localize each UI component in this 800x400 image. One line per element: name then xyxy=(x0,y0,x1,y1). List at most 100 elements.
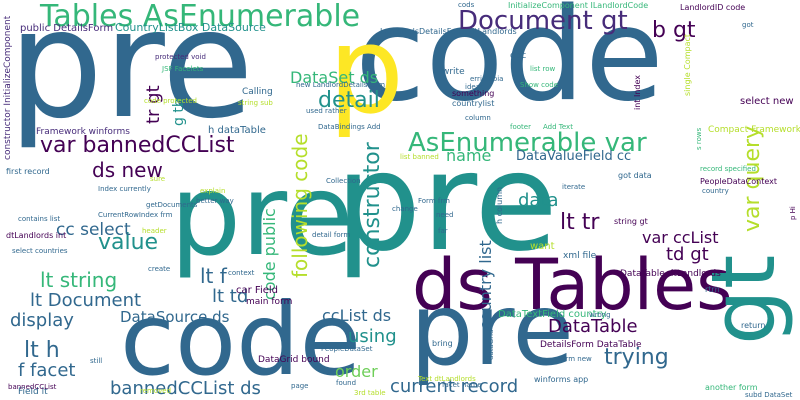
cloud-word: bannedCCList ds xyxy=(110,378,261,399)
cloud-word: ds new xyxy=(92,158,163,182)
cloud-word: CountryListBox DataSource xyxy=(115,21,266,34)
cloud-word: car Field xyxy=(236,285,278,296)
cloud-word: trying xyxy=(604,345,669,370)
cloud-word: following code xyxy=(288,133,312,278)
cloud-word: pre xyxy=(335,124,558,282)
cloud-word: used rather xyxy=(306,107,347,115)
cloud-word: lt tr xyxy=(560,210,600,235)
cloud-word: f facet xyxy=(18,360,76,381)
cloud-word: detail xyxy=(318,88,380,113)
cloud-word: select countries xyxy=(12,247,68,255)
cloud-word: removed xyxy=(140,387,172,395)
cloud-word: single Compact xyxy=(683,33,692,96)
cloud-word: dtLandlords int xyxy=(6,231,67,240)
cloud-word: something xyxy=(452,89,495,98)
cloud-word: public DetailsForm xyxy=(20,23,114,34)
cloud-word: errictobia xyxy=(470,75,504,83)
cloud-word: code xyxy=(120,281,362,398)
cloud-word: current record xyxy=(390,376,519,397)
cloud-word: constructor InitializeComponent xyxy=(3,15,13,160)
cloud-word: cods xyxy=(458,1,475,9)
cloud-word: create xyxy=(148,265,171,273)
cloud-word: explain xyxy=(200,187,226,195)
cloud-word: want xyxy=(530,241,555,252)
cloud-word: ds Tables xyxy=(412,244,733,326)
cloud-word: page xyxy=(291,382,309,390)
cloud-word: iterate xyxy=(562,183,586,191)
cloud-word: bannedCCList xyxy=(8,383,57,391)
cloud-word: detail form xyxy=(312,231,351,239)
cloud-word: frm new xyxy=(563,355,592,363)
cloud-word: pre xyxy=(8,0,254,152)
cloud-word: far xyxy=(438,227,448,235)
cloud-word: Compact Framework xyxy=(708,125,800,135)
cloud-word: another form xyxy=(705,383,758,392)
cloud-word: dataGrid xyxy=(487,329,495,360)
cloud-word: var ccList xyxy=(642,228,719,247)
cloud-word: lt h xyxy=(24,338,60,363)
cloud-word: new LandlordDetailsForm xyxy=(296,81,386,89)
cloud-word: name xyxy=(446,146,492,165)
cloud-word: Framework winforms xyxy=(36,127,130,137)
cloud-word: contains list xyxy=(18,215,61,223)
cloud-word: return xyxy=(741,321,766,330)
cloud-word: got data xyxy=(618,171,652,180)
cloud-word: ideas xyxy=(465,83,484,91)
cloud-word: list row xyxy=(530,65,556,73)
cloud-word: code protected xyxy=(144,97,197,105)
cloud-word: Show code xyxy=(520,81,558,89)
cloud-word: LandlordsDetailsForm dtLandlords xyxy=(380,27,517,36)
cloud-word: Add Text xyxy=(543,123,573,131)
cloud-word: DataSource ds xyxy=(120,308,230,326)
cloud-word: data xyxy=(518,190,559,211)
cloud-word: lt f xyxy=(200,264,227,288)
cloud-word: string gt xyxy=(614,217,648,226)
cloud-word: s rows xyxy=(695,127,703,150)
cloud-word: select new xyxy=(740,96,794,107)
cloud-word: PeopleDataContext xyxy=(700,177,778,186)
cloud-word: wrong xyxy=(589,311,611,319)
cloud-word: countrylist xyxy=(452,99,495,108)
cloud-word: lt Document xyxy=(30,290,142,311)
cloud-word: record specified xyxy=(700,165,756,173)
cloud-word: DataValueField cc xyxy=(516,149,632,164)
cloud-word: winforms app xyxy=(534,375,589,384)
cloud-word: Index currently xyxy=(98,185,151,193)
cloud-word: code xyxy=(355,0,664,130)
cloud-word: sure xyxy=(150,175,166,183)
cloud-word: int Index xyxy=(633,75,642,110)
cloud-word: LandlordID code xyxy=(680,3,746,12)
cloud-word: DataGrid bound xyxy=(258,355,330,365)
cloud-word: using xyxy=(348,326,397,347)
cloud-word: column xyxy=(465,114,491,122)
cloud-word: need xyxy=(436,211,454,219)
cloud-word: doc xyxy=(510,51,527,61)
cloud-word: h column xyxy=(495,186,504,224)
cloud-word: var bannedCCList xyxy=(40,133,235,158)
cloud-word: xml file xyxy=(563,251,597,261)
cloud-word: lt string xyxy=(40,268,118,292)
cloud-word: main form xyxy=(246,297,293,307)
cloud-word: AsEnumerable var xyxy=(408,128,647,158)
cloud-word: DataTextField country xyxy=(498,309,607,320)
cloud-word: PeopleDataSet xyxy=(321,345,373,353)
cloud-word: Document gt xyxy=(458,6,628,36)
cloud-word: header xyxy=(142,227,167,235)
cloud-word: JSF Facelets xyxy=(162,65,204,73)
cloud-word: h dataTable xyxy=(208,125,266,136)
cloud-word: got xyxy=(742,21,754,29)
cloud-word: DataTable dtLandlords xyxy=(620,269,721,279)
cloud-word: display xyxy=(10,310,74,331)
cloud-word: context xyxy=(228,269,255,277)
cloud-word: Text dtLandlords xyxy=(418,375,476,383)
cloud-word: DetailsForm DataTable xyxy=(540,340,642,350)
cloud-word: ccList ds xyxy=(322,306,392,325)
cloud-word: subd DataSet xyxy=(745,391,793,399)
cloud-word: getDocuments xyxy=(146,201,198,209)
cloud-word: Form frm xyxy=(418,197,450,205)
cloud-word: CurrentRowIndex frm xyxy=(98,211,173,219)
cloud-word: DataBindings Add xyxy=(318,123,381,131)
cloud-word: protected void xyxy=(155,53,206,61)
cloud-word: country list xyxy=(476,240,495,330)
